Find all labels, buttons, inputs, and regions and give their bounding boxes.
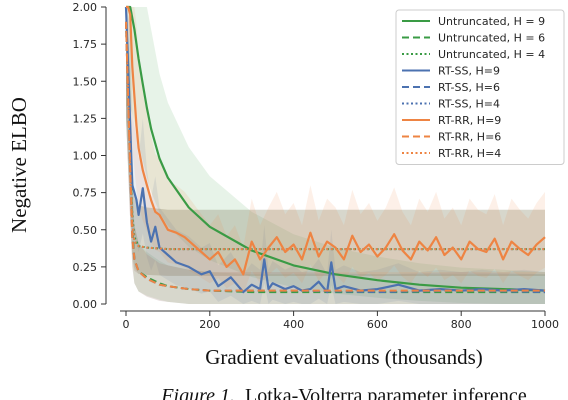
series-line-3 bbox=[124, 6, 546, 294]
x-axis-title: Gradient evaluations (thousands) bbox=[205, 345, 483, 369]
series-line-2 bbox=[125, 21, 545, 251]
y-tick-label: 2.00 bbox=[73, 1, 98, 14]
y-tick-label: 0.50 bbox=[73, 224, 98, 237]
band-series-7 bbox=[126, 7, 545, 304]
y-tick-label: 1.50 bbox=[73, 75, 98, 88]
x-tick-label: 200 bbox=[199, 318, 220, 331]
legend-label: RT-RR, H=6 bbox=[438, 131, 501, 144]
y-axis-title: Negative ELBO bbox=[7, 97, 31, 233]
legend-box bbox=[395, 9, 565, 165]
legend-label: RT-SS, H=6 bbox=[438, 81, 500, 94]
legend-label: Untruncated, H = 4 bbox=[438, 48, 545, 61]
y-tick-label: 0.25 bbox=[73, 261, 98, 274]
y-tick-label: 1.00 bbox=[73, 150, 98, 163]
legend-label: RT-RR, H=9 bbox=[438, 114, 501, 127]
band-series-3 bbox=[126, 7, 545, 304]
x-tick-label: 800 bbox=[451, 318, 472, 331]
legend-label: RT-RR, H=4 bbox=[438, 147, 501, 160]
y-tick-label: 1.75 bbox=[73, 38, 98, 51]
caption-text: Lotka-Volterra parameter inference bbox=[245, 385, 527, 400]
y-tick-label: 0.00 bbox=[73, 298, 98, 311]
legend-label: RT-SS, H=4 bbox=[438, 98, 500, 111]
legend-label: RT-SS, H=9 bbox=[438, 65, 500, 78]
band-series-1 bbox=[126, 7, 545, 304]
legend: Untruncated, H = 9 Untruncated, H = 6 Untr… bbox=[395, 9, 565, 165]
band-series-6 bbox=[126, 7, 545, 294]
x-tick-label: 0 bbox=[123, 318, 130, 331]
y-tick-label: 1.25 bbox=[73, 112, 98, 125]
axes: 0.00 0.25 0.50 0.75 1.00 1.25 1.50 1.75 2.00 0 200… bbox=[73, 1, 560, 331]
x-tick-label: 400 bbox=[283, 318, 304, 331]
caption-prefix: Figure 1. bbox=[160, 385, 235, 400]
series-lines bbox=[124, 5, 546, 294]
x-tick-label: 600 bbox=[367, 318, 388, 331]
x-tick-label: 1000 bbox=[531, 318, 559, 331]
series-line-6 bbox=[126, 5, 546, 276]
legend-label: Untruncated, H = 6 bbox=[438, 32, 545, 45]
band-series-4 bbox=[126, 7, 545, 304]
legend-label: Untruncated, H = 9 bbox=[438, 15, 545, 28]
series-line-7 bbox=[125, 21, 545, 292]
band-series-0 bbox=[126, 7, 545, 304]
figure-caption: Figure 1. Lotka-Volterra parameter infer… bbox=[160, 385, 527, 400]
series-line-0 bbox=[126, 5, 546, 292]
y-tick-label: 0.75 bbox=[73, 187, 98, 200]
